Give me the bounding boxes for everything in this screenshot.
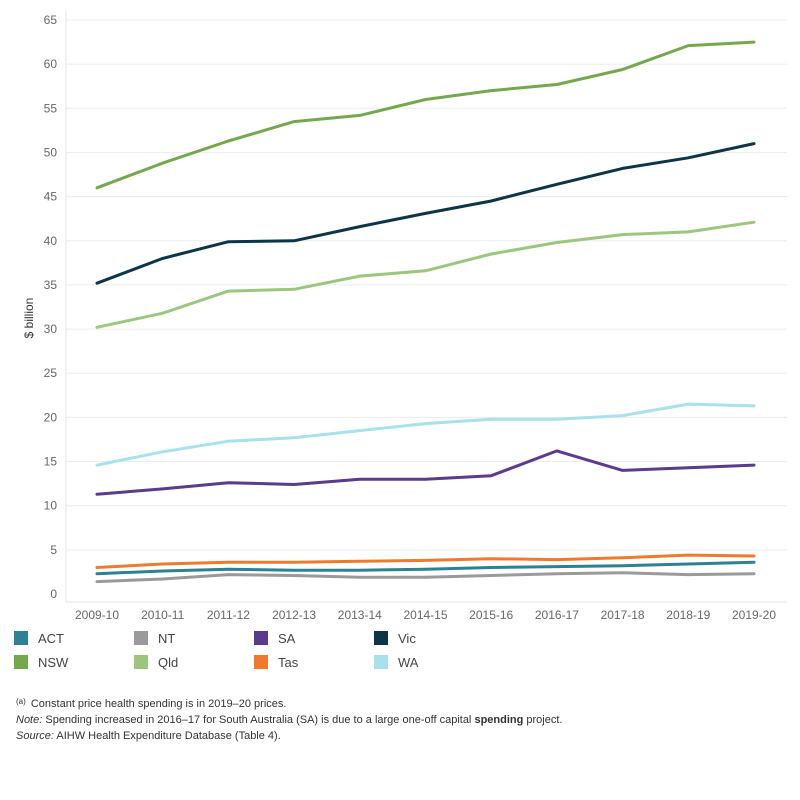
series-line-nsw	[95, 40, 756, 190]
note-text-2: project.	[526, 714, 563, 726]
x-tick-label: 2012-13	[272, 608, 316, 622]
legend-item-qld: Qld	[134, 654, 178, 670]
source-text: AIHW Health Expenditure Database (Table …	[56, 730, 281, 742]
legend-label: Qld	[158, 654, 179, 670]
y-tick-label: 20	[44, 410, 58, 424]
y-tick-label: 25	[44, 366, 58, 380]
x-tick-label: 2011-12	[207, 608, 250, 622]
legend-item-nsw: NSW	[14, 654, 68, 670]
chart-notes: (a) Constant price health spending is in…	[16, 694, 562, 744]
y-axis-ticks: 0 5 10 15 20 25 30 35 40 45 50 55 60 65	[44, 13, 58, 601]
x-tick-label: 2019-20	[732, 608, 776, 622]
legend-label: SA	[278, 630, 296, 646]
x-tick-label: 2009-10	[75, 608, 119, 622]
y-tick-label: 15	[44, 455, 58, 469]
y-tick-label: 10	[44, 499, 58, 513]
x-tick-label: 2017-18	[601, 608, 645, 622]
y-tick-label: 40	[44, 234, 58, 248]
legend-label: NT	[158, 630, 176, 646]
line-chart: 0 5 10 15 20 25 30 35 40 45 50 55 60 65 2009-10 2010-1…	[22, 10, 787, 622]
series-line-nt	[95, 571, 756, 584]
legend-swatch	[254, 655, 268, 669]
x-tick-label: 2013-14	[338, 608, 382, 622]
footnote: (a) Constant price health spending is in…	[16, 694, 562, 712]
legend-swatch	[134, 655, 148, 669]
legend-swatch	[134, 631, 148, 645]
legend-item-nt: NT	[134, 630, 175, 646]
x-tick-label: 2016-17	[535, 608, 579, 622]
x-tick-label: 2015-16	[469, 608, 513, 622]
legend-item-sa: SA	[254, 630, 295, 646]
note: Note: Spending increased in 2016–17 for …	[16, 712, 562, 728]
series-line-wa	[95, 402, 756, 467]
legend-item-wa: WA	[374, 654, 418, 670]
y-tick-label: 5	[50, 543, 57, 557]
legend-label: WA	[398, 654, 419, 670]
y-tick-label: 60	[44, 57, 58, 71]
gridlines	[65, 10, 787, 603]
series-lines	[95, 40, 756, 584]
y-axis-title: $ billion	[22, 298, 36, 339]
legend-swatch	[374, 655, 388, 669]
footnote-text: Constant price health spending is in 201…	[30, 698, 287, 710]
series-line-qld	[95, 220, 756, 329]
series-line-sa	[95, 449, 756, 496]
source-label: Source:	[16, 730, 54, 742]
legend-item-act: ACT	[14, 630, 64, 646]
y-tick-label: 45	[44, 190, 58, 204]
y-tick-label: 35	[44, 278, 58, 292]
legend-label: Tas	[278, 654, 299, 670]
x-tick-label: 2014-15	[403, 608, 447, 622]
x-axis-ticks: 2009-10 2010-11 2011-12 2012-13 2013-14 2014-…	[75, 608, 776, 622]
y-tick-label: 50	[44, 145, 58, 159]
footnote-marker: (a)	[16, 697, 26, 706]
series-line-vic	[95, 142, 756, 285]
legend-swatch	[374, 631, 388, 645]
y-tick-label: 55	[44, 101, 58, 115]
legend-item-vic: Vic	[374, 630, 416, 646]
y-tick-label: 30	[44, 322, 58, 336]
legend-swatch	[14, 631, 28, 645]
x-tick-label: 2010-11	[141, 608, 184, 622]
note-text-1: Spending increased in 2016–17 for South …	[45, 714, 472, 726]
legend-label: NSW	[38, 654, 69, 670]
legend-swatch	[14, 655, 28, 669]
legend-label: Vic	[398, 630, 416, 646]
y-tick-label: 65	[44, 13, 58, 27]
series-line-act	[95, 560, 756, 576]
legend-item-tas: Tas	[254, 654, 298, 670]
x-tick-label: 2018-19	[666, 608, 710, 622]
note-bold: spending	[474, 714, 524, 726]
legend-label: ACT	[38, 630, 64, 646]
series-line-tas	[95, 553, 756, 569]
note-label: Note:	[16, 714, 43, 726]
source: Source: AIHW Health Expenditure Database…	[16, 728, 562, 744]
legend-swatch	[254, 631, 268, 645]
y-tick-label: 0	[50, 587, 57, 601]
